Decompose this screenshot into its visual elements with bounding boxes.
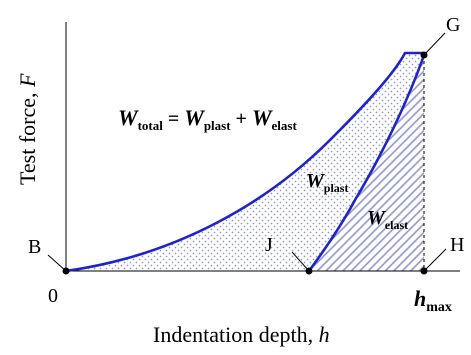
x-axis-label: Indentation depth, h [153, 322, 330, 347]
work-equation: Wtotal = Wplast + Welast [118, 105, 297, 133]
point-B-label: B [28, 236, 41, 258]
point-H-marker [420, 267, 428, 275]
point-B-marker [62, 267, 70, 275]
elast-main: W [367, 207, 386, 229]
eq-lhs-main: W [118, 105, 139, 130]
elast-sub: elast [385, 218, 408, 232]
point-G-label: G [446, 14, 460, 36]
elast-region-label: Welast [367, 207, 408, 232]
eq-term1-main: W [184, 105, 205, 130]
leader-J [291, 251, 310, 272]
origin-label: 0 [48, 285, 58, 307]
plast-region [66, 53, 424, 271]
plast-main: W [306, 170, 325, 192]
x-axis-label-var: h [319, 322, 330, 347]
hmax-label: hmax [414, 286, 452, 315]
unloading-curve [307, 54, 426, 272]
hmax-main: h [414, 286, 426, 311]
x-axis-label-text: Indentation depth, [153, 322, 319, 347]
point-H-label: H [450, 234, 464, 256]
eq-term2-main: W [252, 105, 273, 130]
plast-region-label: Wplast [306, 170, 348, 195]
loading-curve [65, 51, 424, 273]
eq-equals: = [163, 108, 184, 130]
y-axis-label: Test force, F [15, 73, 40, 185]
point-J-label: J [265, 234, 273, 256]
leader-B [47, 254, 67, 272]
eq-plus: + [231, 108, 252, 130]
point-J-marker [305, 267, 313, 275]
hmax-sub: max [426, 300, 452, 315]
eq-term2-sub: elast [272, 118, 298, 133]
point-G-marker [420, 51, 428, 59]
leader-H [423, 248, 447, 272]
plast-sub: plast [324, 181, 349, 195]
y-axis-label-text: Test force, [15, 87, 40, 185]
y-axis-label-var: F [15, 73, 40, 88]
leader-G [423, 32, 446, 56]
eq-lhs-sub: total [138, 118, 164, 133]
elast-region [309, 55, 424, 271]
eq-term1-sub: plast [204, 118, 231, 133]
